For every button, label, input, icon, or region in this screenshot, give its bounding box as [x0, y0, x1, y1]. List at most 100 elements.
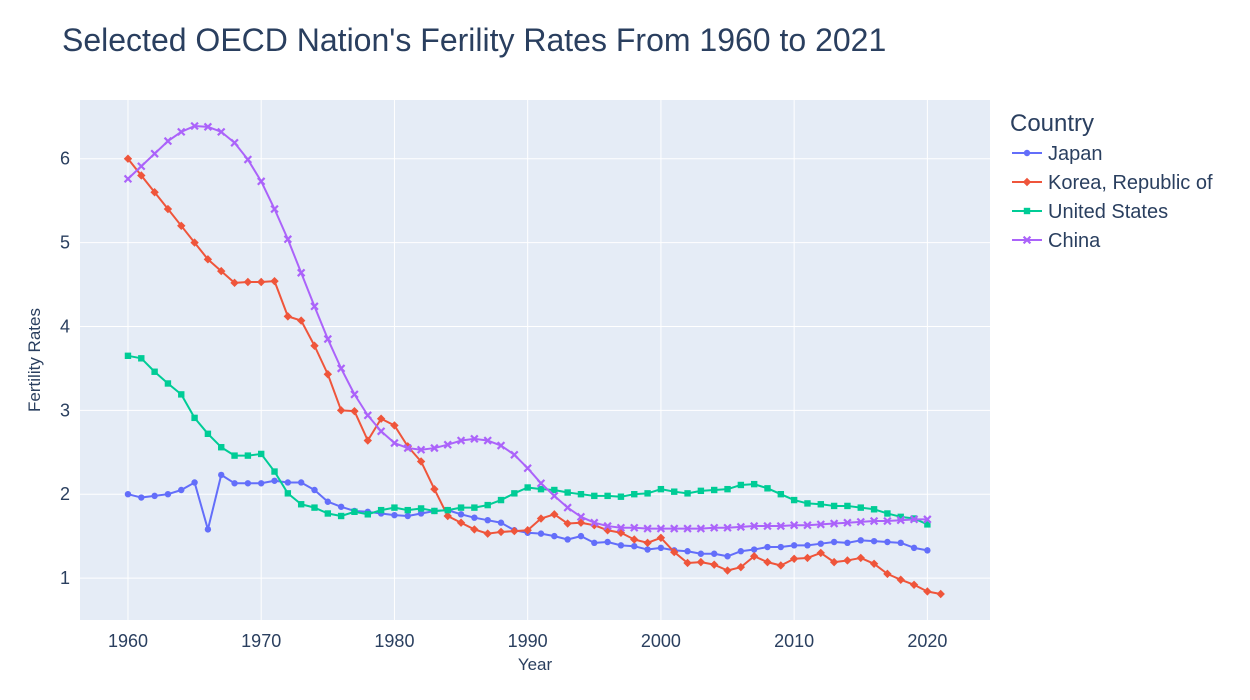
data-point-china[interactable]: [496, 441, 506, 450]
data-point-japan[interactable]: [218, 471, 225, 479]
data-point-united-states[interactable]: [817, 501, 824, 508]
data-point-united-states[interactable]: [297, 501, 305, 508]
data-point-japan[interactable]: [644, 546, 651, 553]
data-point-japan[interactable]: [537, 530, 545, 537]
data-point-korea-republic-of[interactable]: [843, 556, 852, 565]
data-point-united-states[interactable]: [524, 484, 531, 491]
data-point-japan[interactable]: [777, 543, 785, 551]
data-point-korea-republic-of[interactable]: [270, 276, 279, 286]
data-point-china[interactable]: [576, 512, 586, 522]
data-point-korea-republic-of[interactable]: [523, 526, 532, 535]
data-point-korea-republic-of[interactable]: [789, 554, 799, 563]
data-point-japan[interactable]: [297, 479, 305, 486]
data-point-korea-republic-of[interactable]: [123, 154, 133, 163]
data-point-japan[interactable]: [631, 542, 638, 550]
data-point-china[interactable]: [190, 121, 199, 131]
data-point-japan[interactable]: [551, 532, 558, 540]
data-point-japan[interactable]: [391, 511, 398, 519]
data-point-china[interactable]: [896, 516, 905, 525]
data-point-korea-republic-of[interactable]: [510, 526, 519, 536]
data-point-japan[interactable]: [617, 542, 625, 549]
data-point-china[interactable]: [590, 518, 599, 527]
data-point-china[interactable]: [763, 521, 772, 531]
data-point-united-states[interactable]: [924, 521, 931, 528]
data-point-japan[interactable]: [284, 479, 292, 486]
data-point-korea-republic-of[interactable]: [869, 559, 879, 569]
data-point-china[interactable]: [363, 411, 372, 420]
data-point-china[interactable]: [736, 522, 746, 532]
data-point-united-states[interactable]: [764, 485, 771, 492]
data-point-united-states[interactable]: [724, 485, 731, 493]
data-point-japan[interactable]: [750, 546, 758, 553]
data-point-united-states[interactable]: [711, 486, 718, 494]
data-point-korea-republic-of[interactable]: [670, 547, 679, 557]
data-point-china[interactable]: [883, 516, 892, 526]
data-point-united-states[interactable]: [457, 504, 465, 511]
data-point-china[interactable]: [430, 443, 439, 453]
data-point-china[interactable]: [456, 436, 466, 445]
data-point-korea-republic-of[interactable]: [336, 406, 346, 415]
data-point-korea-republic-of[interactable]: [177, 221, 186, 231]
data-point-united-states[interactable]: [178, 391, 185, 398]
data-point-china[interactable]: [856, 517, 865, 527]
data-point-japan[interactable]: [897, 539, 904, 547]
legend-item-japan[interactable]: Japan: [1012, 143, 1103, 165]
data-point-korea-republic-of[interactable]: [550, 510, 559, 519]
data-point-china[interactable]: [336, 364, 346, 373]
data-point-china[interactable]: [696, 524, 706, 533]
data-point-korea-republic-of[interactable]: [283, 312, 293, 321]
data-point-united-states[interactable]: [417, 505, 425, 512]
series-layer[interactable]: [123, 121, 945, 599]
data-point-korea-republic-of[interactable]: [230, 278, 239, 288]
data-point-china[interactable]: [283, 235, 293, 244]
data-point-china[interactable]: [230, 138, 239, 147]
data-point-china[interactable]: [510, 450, 519, 459]
data-point-korea-republic-of[interactable]: [456, 518, 466, 527]
data-point-korea-republic-of[interactable]: [763, 557, 772, 567]
data-point-united-states[interactable]: [884, 510, 891, 517]
data-point-japan[interactable]: [697, 550, 705, 557]
data-point-japan[interactable]: [830, 538, 838, 546]
data-point-korea-republic-of[interactable]: [696, 557, 706, 567]
legend[interactable]: Country Japan Korea, Republic of United St…: [1010, 110, 1213, 252]
data-point-united-states[interactable]: [124, 352, 132, 360]
series-china[interactable]: [123, 121, 932, 533]
data-point-korea-republic-of[interactable]: [163, 204, 173, 214]
data-point-united-states[interactable]: [431, 507, 438, 515]
data-point-korea-republic-of[interactable]: [936, 589, 945, 599]
data-point-united-states[interactable]: [804, 500, 811, 507]
data-point-korea-republic-of[interactable]: [296, 316, 306, 325]
data-point-china[interactable]: [123, 174, 133, 184]
data-point-china[interactable]: [177, 127, 186, 137]
data-point-japan[interactable]: [844, 539, 851, 547]
data-point-japan[interactable]: [870, 537, 878, 545]
legend-swatch-marker[interactable]: [1022, 235, 1032, 245]
legend-item-united-states[interactable]: United States: [1012, 201, 1168, 223]
data-point-korea-republic-of[interactable]: [896, 575, 905, 584]
data-point-japan[interactable]: [138, 494, 145, 501]
data-point-japan[interactable]: [258, 480, 265, 487]
data-point-china[interactable]: [323, 334, 332, 344]
data-point-china[interactable]: [243, 155, 253, 164]
data-point-china[interactable]: [310, 302, 319, 311]
data-point-korea-republic-of[interactable]: [563, 519, 572, 528]
data-point-china[interactable]: [483, 436, 492, 445]
data-point-korea-republic-of[interactable]: [190, 238, 199, 247]
data-point-china[interactable]: [203, 122, 213, 132]
data-point-korea-republic-of[interactable]: [856, 553, 865, 563]
data-point-united-states[interactable]: [484, 501, 491, 509]
data-point-united-states[interactable]: [231, 452, 238, 459]
data-point-united-states[interactable]: [497, 496, 505, 504]
legend-swatch-marker[interactable]: [1023, 149, 1031, 157]
data-point-japan[interactable]: [497, 519, 505, 526]
data-point-united-states[interactable]: [218, 444, 225, 451]
data-point-china[interactable]: [536, 479, 546, 488]
data-point-japan[interactable]: [271, 477, 278, 484]
data-point-japan[interactable]: [471, 514, 478, 521]
data-point-korea-republic-of[interactable]: [203, 255, 213, 264]
data-point-united-states[interactable]: [777, 490, 785, 498]
data-point-china[interactable]: [723, 523, 732, 532]
data-point-korea-republic-of[interactable]: [829, 557, 839, 567]
data-point-china[interactable]: [376, 427, 386, 436]
data-point-united-states[interactable]: [444, 506, 451, 514]
